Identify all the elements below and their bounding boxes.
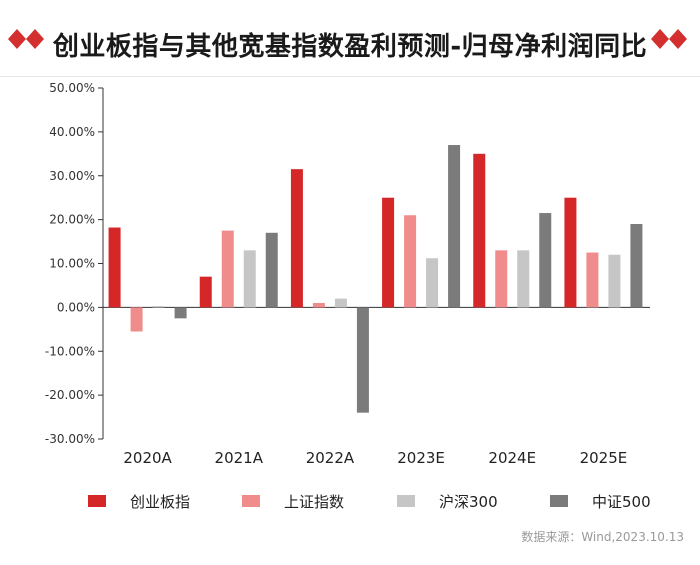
y-tick-label: 0.00%: [57, 300, 95, 314]
bar-4-2020A: [174, 307, 187, 319]
legend-label: 上证指数: [284, 493, 345, 511]
bar-1-2020A: [108, 227, 121, 308]
y-tick-label: 20.00%: [49, 213, 95, 227]
chart-legend: 创业板指 上证指数 沪深300 中证500: [0, 487, 700, 517]
bar-3-2021A: [243, 250, 256, 308]
bar-1-2025E: [564, 197, 577, 308]
x-tick-label: 2024E: [488, 449, 536, 467]
x-tick-label: 2021A: [215, 449, 264, 467]
legend-swatch: [550, 495, 568, 507]
bar-2-2023E: [404, 215, 417, 308]
bar-4-2022A: [356, 307, 369, 413]
bar-3-2025E: [608, 254, 621, 308]
source-note: 数据来源：Wind,2023.10.13: [521, 530, 684, 544]
bar-2-2024E: [495, 250, 508, 308]
bar-2-2025E: [586, 252, 599, 308]
legend-label: 沪深300: [439, 493, 498, 511]
bar-4-2024E: [539, 213, 552, 308]
title-bar: 创业板指与其他宽基指数盈利预测-归母净利润同比: [0, 0, 700, 80]
bar-4-2021A: [265, 232, 278, 308]
bar-2-2020A: [130, 307, 143, 332]
y-tick-label: 30.00%: [49, 169, 95, 183]
chart-title: 创业板指与其他宽基指数盈利预测-归母净利润同比: [52, 32, 648, 62]
bar-3-2022A: [334, 298, 347, 308]
diamond-decoration-left-icon: [8, 29, 44, 49]
title-divider: [0, 76, 700, 77]
legend-swatch: [242, 495, 260, 507]
bar-4-2023E: [448, 145, 461, 308]
bar-4-2025E: [630, 224, 643, 308]
bar-2-2022A: [312, 302, 325, 308]
y-tick-label: -20.00%: [45, 388, 95, 402]
bar-1-2023E: [382, 197, 395, 308]
legend-label: 中证500: [592, 493, 651, 511]
y-tick-label: -10.00%: [45, 344, 95, 358]
bar-3-2020A: [152, 306, 165, 308]
legend-swatch: [397, 495, 415, 507]
bar-1-2024E: [473, 153, 486, 308]
bar-1-2022A: [290, 169, 303, 308]
bar-chart: 50.00% 40.00% 30.00% 20.00% 10.00% 0.00% -10.0…: [45, 81, 650, 467]
y-tick-label: 40.00%: [49, 125, 95, 139]
x-tick-label: 2025E: [580, 449, 628, 467]
bar-1-2021A: [199, 276, 212, 308]
x-tick-label: 2020A: [123, 449, 172, 467]
x-tick-label: 2023E: [397, 449, 445, 467]
y-tick-label: 50.00%: [49, 81, 95, 95]
y-tick-label: 10.00%: [49, 257, 95, 271]
legend-swatch: [88, 495, 106, 507]
legend-label: 创业板指: [130, 493, 191, 511]
bar-3-2023E: [426, 258, 439, 308]
x-tick-label: 2022A: [306, 449, 355, 467]
bar-3-2024E: [517, 250, 530, 308]
bar-2-2021A: [221, 230, 234, 308]
y-tick-label: -30.00%: [45, 432, 95, 446]
diamond-decoration-right-icon: [651, 29, 687, 49]
